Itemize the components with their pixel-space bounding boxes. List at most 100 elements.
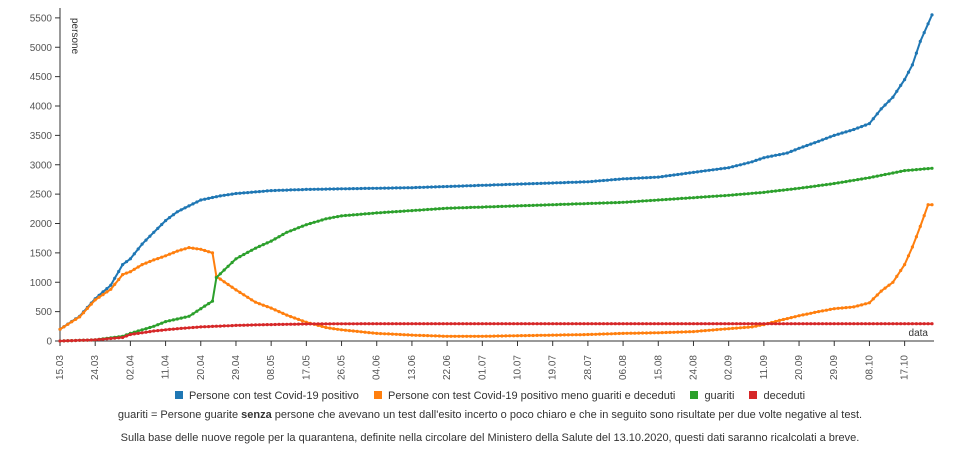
data-point [715, 194, 719, 198]
data-point [253, 246, 258, 250]
data-point [840, 180, 844, 184]
data-point [437, 185, 441, 189]
data-point [210, 251, 215, 255]
data-point [813, 322, 817, 326]
data-point [840, 306, 844, 310]
data-point [222, 324, 226, 328]
data-point [707, 322, 711, 326]
data-point [519, 322, 524, 326]
data-point [363, 186, 367, 190]
data-point [453, 322, 457, 326]
data-point [813, 310, 817, 314]
data-point [160, 321, 164, 325]
data-point [390, 322, 394, 326]
data-point [160, 255, 164, 259]
data-point [648, 198, 653, 203]
data-point [277, 235, 281, 239]
x-tick: 02.09 [724, 341, 735, 380]
data-point [296, 188, 301, 192]
data-point [820, 138, 825, 142]
data-point [656, 331, 660, 335]
data-point [621, 331, 625, 335]
data-point [598, 201, 602, 205]
data-point [300, 224, 304, 228]
data-point [121, 263, 125, 267]
data-point [394, 322, 398, 326]
data-point [433, 334, 437, 338]
data-point [824, 183, 829, 187]
data-point [171, 327, 175, 331]
data-point [754, 322, 758, 326]
data-point [887, 172, 891, 176]
data-point [449, 334, 453, 338]
data-point [527, 182, 531, 186]
data-point [124, 260, 129, 264]
data-point [590, 332, 594, 336]
data-point [265, 241, 269, 245]
data-point [402, 322, 406, 326]
data-point [711, 194, 715, 198]
data-point [199, 247, 203, 251]
data-point [508, 334, 512, 338]
data-point [515, 204, 520, 208]
data-point [351, 187, 355, 191]
data-point [81, 338, 86, 342]
data-point [535, 203, 539, 207]
x-tick-label: 11.04 [161, 355, 172, 380]
data-point [605, 332, 610, 336]
y-tick: 500 [35, 307, 60, 318]
series-line [59, 203, 932, 338]
data-point [906, 254, 911, 258]
data-point [461, 184, 465, 188]
data-point [676, 330, 680, 334]
data-point [238, 191, 242, 195]
data-point [617, 322, 621, 326]
data-point [242, 323, 246, 327]
data-point [895, 274, 899, 278]
data-point [817, 322, 821, 326]
data-point [167, 252, 172, 256]
data-point [410, 322, 414, 326]
data-point [253, 190, 258, 194]
x-tick-label: 28.07 [583, 355, 594, 380]
data-point [300, 188, 304, 192]
data-point [633, 322, 637, 326]
data-point [828, 182, 832, 186]
data-point [875, 174, 879, 178]
data-point [285, 188, 289, 192]
data-point [527, 203, 531, 208]
data-point [903, 322, 907, 326]
data-point [719, 327, 723, 331]
data-point [734, 326, 739, 330]
data-point [903, 263, 907, 267]
data-point [867, 122, 872, 126]
data-point [695, 322, 700, 326]
data-point [246, 323, 250, 327]
data-point [766, 190, 770, 194]
data-point [867, 301, 872, 305]
data-point [238, 290, 242, 294]
data-point [465, 184, 469, 188]
data-point [379, 332, 383, 336]
x-axis-label: data [909, 328, 929, 339]
data-point [590, 322, 594, 326]
data-point [824, 322, 829, 326]
data-point [332, 187, 336, 191]
data-point [476, 183, 480, 187]
data-point [805, 143, 809, 148]
data-point [406, 333, 410, 337]
data-point [296, 226, 301, 230]
legend-swatch-icon [373, 391, 382, 399]
data-point [375, 331, 379, 335]
data-point [887, 322, 891, 326]
data-point [293, 322, 297, 326]
data-point [414, 333, 418, 337]
data-point [496, 322, 500, 326]
data-point [70, 339, 74, 343]
data-point [668, 197, 672, 201]
data-point [289, 322, 293, 326]
data-point [132, 252, 136, 256]
data-point [566, 202, 570, 206]
data-point [531, 333, 535, 338]
data-point [515, 334, 520, 338]
